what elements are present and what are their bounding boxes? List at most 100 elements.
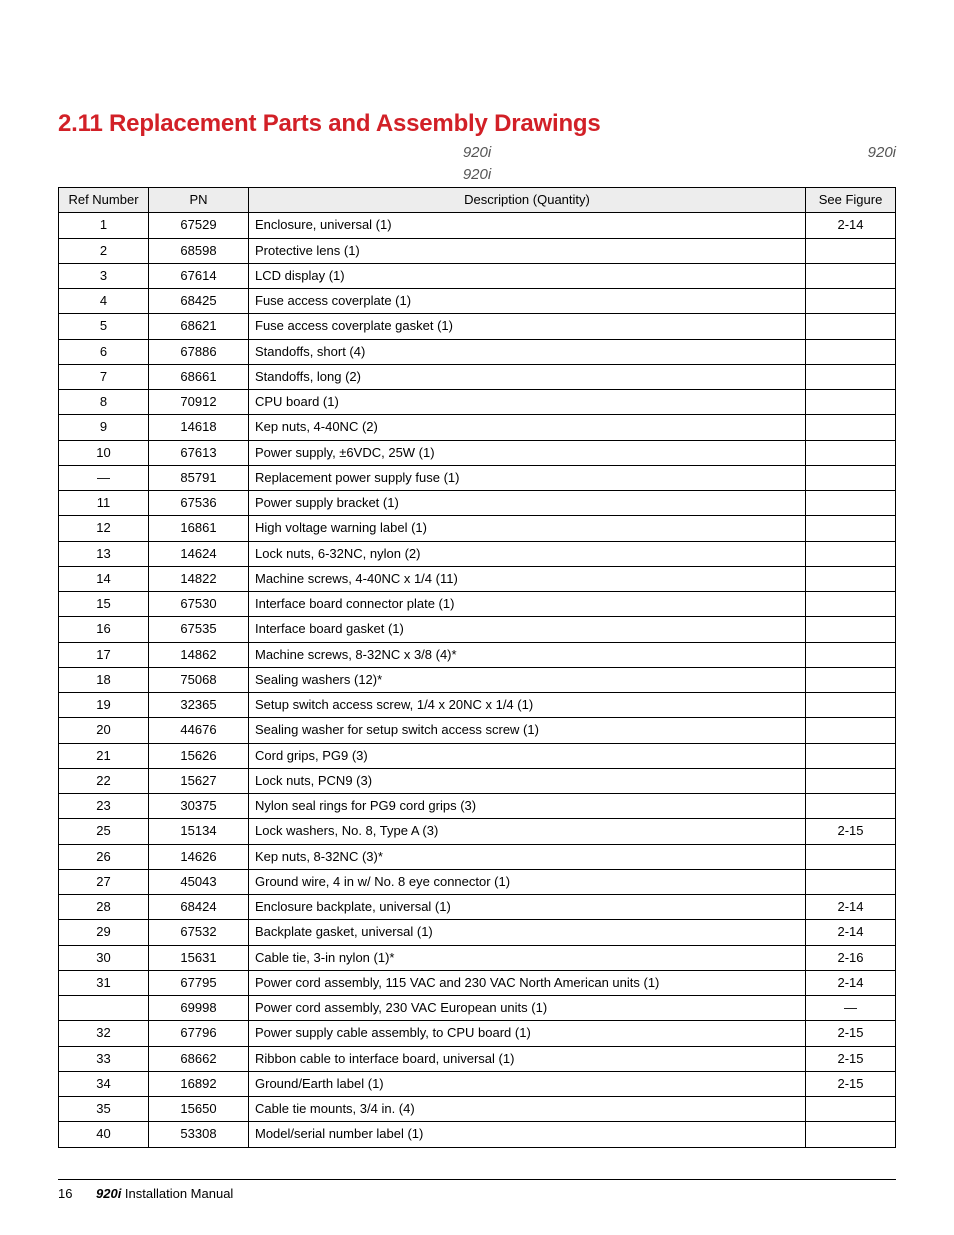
table-row: 2745043Ground wire, 4 in w/ No. 8 eye co… — [59, 869, 896, 894]
table-caption: 920i — [58, 166, 896, 183]
table-row: 914618Kep nuts, 4-40NC (2) — [59, 415, 896, 440]
table-row: 870912CPU board (1) — [59, 390, 896, 415]
cell-ref: — — [59, 465, 149, 490]
cell-fig: 2-14 — [806, 895, 896, 920]
cell-ref: 23 — [59, 794, 149, 819]
cell-ref: 4 — [59, 289, 149, 314]
cell-pn: 67532 — [149, 920, 249, 945]
cell-fig — [806, 718, 896, 743]
cell-pn: 75068 — [149, 667, 249, 692]
cell-fig — [806, 238, 896, 263]
cell-desc: Machine screws, 8-32NC x 3/8 (4)* — [249, 642, 806, 667]
cell-desc: Machine screws, 4-40NC x 1/4 (11) — [249, 566, 806, 591]
cell-ref: 8 — [59, 390, 149, 415]
cell-ref: 1 — [59, 213, 149, 238]
cell-desc: Kep nuts, 8-32NC (3)* — [249, 844, 806, 869]
subtitle-row: 920i 920i — [58, 144, 896, 164]
cell-desc: Sealing washers (12)* — [249, 667, 806, 692]
page-number: 16 — [58, 1186, 78, 1201]
table-row: 1167536Power supply bracket (1) — [59, 491, 896, 516]
cell-desc: Fuse access coverplate gasket (1) — [249, 314, 806, 339]
cell-fig — [806, 289, 896, 314]
cell-ref: 31 — [59, 970, 149, 995]
table-row: 2868424Enclosure backplate, universal (1… — [59, 895, 896, 920]
cell-ref: 14 — [59, 566, 149, 591]
cell-ref: 11 — [59, 491, 149, 516]
cell-ref: 9 — [59, 415, 149, 440]
cell-fig: 2-15 — [806, 1071, 896, 1096]
table-row: 268598Protective lens (1) — [59, 238, 896, 263]
cell-pn: 69998 — [149, 996, 249, 1021]
cell-ref: 21 — [59, 743, 149, 768]
cell-fig — [806, 794, 896, 819]
cell-pn: 14862 — [149, 642, 249, 667]
cell-pn: 15134 — [149, 819, 249, 844]
cell-ref: 13 — [59, 541, 149, 566]
cell-pn: 53308 — [149, 1122, 249, 1147]
cell-desc: Standoffs, short (4) — [249, 339, 806, 364]
page-footer: 16 920i Installation Manual — [58, 1179, 896, 1201]
cell-desc: Lock nuts, 6-32NC, nylon (2) — [249, 541, 806, 566]
cell-desc: High voltage warning label (1) — [249, 516, 806, 541]
cell-desc: Enclosure, universal (1) — [249, 213, 806, 238]
section-heading: 2.11 Replacement Parts and Assembly Draw… — [58, 110, 896, 138]
cell-pn: 67614 — [149, 263, 249, 288]
cell-fig — [806, 617, 896, 642]
cell-desc: Standoffs, long (2) — [249, 364, 806, 389]
table-row: 468425Fuse access coverplate (1) — [59, 289, 896, 314]
cell-desc: Setup switch access screw, 1/4 x 20NC x … — [249, 693, 806, 718]
cell-desc: Lock washers, No. 8, Type A (3) — [249, 819, 806, 844]
cell-ref: 33 — [59, 1046, 149, 1071]
table-row: 2215627Lock nuts, PCN9 (3) — [59, 768, 896, 793]
table-row: 3416892Ground/Earth label (1)2-15 — [59, 1071, 896, 1096]
cell-pn: 67886 — [149, 339, 249, 364]
cell-fig — [806, 516, 896, 541]
cell-pn: 67530 — [149, 592, 249, 617]
cell-fig — [806, 465, 896, 490]
cell-fig: 2-14 — [806, 970, 896, 995]
cell-ref: 15 — [59, 592, 149, 617]
cell-ref: 30 — [59, 945, 149, 970]
cell-desc: Enclosure backplate, universal (1) — [249, 895, 806, 920]
table-row: 2044676Sealing washer for setup switch a… — [59, 718, 896, 743]
cell-fig — [806, 1097, 896, 1122]
cell-ref: 22 — [59, 768, 149, 793]
cell-fig — [806, 263, 896, 288]
table-row: 167529Enclosure, universal (1)2-14 — [59, 213, 896, 238]
cell-desc: Interface board connector plate (1) — [249, 592, 806, 617]
cell-fig — [806, 415, 896, 440]
cell-desc: Replacement power supply fuse (1) — [249, 465, 806, 490]
cell-ref: 28 — [59, 895, 149, 920]
cell-ref: 17 — [59, 642, 149, 667]
cell-pn: 68424 — [149, 895, 249, 920]
cell-fig — [806, 693, 896, 718]
cell-pn: 67795 — [149, 970, 249, 995]
cell-ref: 27 — [59, 869, 149, 894]
cell-pn: 68425 — [149, 289, 249, 314]
table-row: 667886Standoffs, short (4) — [59, 339, 896, 364]
cell-desc: Protective lens (1) — [249, 238, 806, 263]
cell-pn: 44676 — [149, 718, 249, 743]
table-row: 4053308Model/serial number label (1) — [59, 1122, 896, 1147]
table-row: 367614LCD display (1) — [59, 263, 896, 288]
cell-desc: Cable tie, 3-in nylon (1)* — [249, 945, 806, 970]
cell-fig: 2-15 — [806, 1021, 896, 1046]
cell-pn: 32365 — [149, 693, 249, 718]
col-header-pn: PN — [149, 188, 249, 213]
cell-ref: 12 — [59, 516, 149, 541]
cell-fig — [806, 667, 896, 692]
cell-pn: 68661 — [149, 364, 249, 389]
table-row: 2115626Cord grips, PG9 (3) — [59, 743, 896, 768]
cell-ref: 34 — [59, 1071, 149, 1096]
cell-fig — [806, 541, 896, 566]
cell-pn: 15631 — [149, 945, 249, 970]
cell-desc: LCD display (1) — [249, 263, 806, 288]
cell-desc: Interface board gasket (1) — [249, 617, 806, 642]
table-row: 1567530Interface board connector plate (… — [59, 592, 896, 617]
cell-pn: 15627 — [149, 768, 249, 793]
table-row: 1667535Interface board gasket (1) — [59, 617, 896, 642]
table-row: 2330375Nylon seal rings for PG9 cord gri… — [59, 794, 896, 819]
cell-ref: 35 — [59, 1097, 149, 1122]
cell-pn: 30375 — [149, 794, 249, 819]
cell-fig — [806, 844, 896, 869]
